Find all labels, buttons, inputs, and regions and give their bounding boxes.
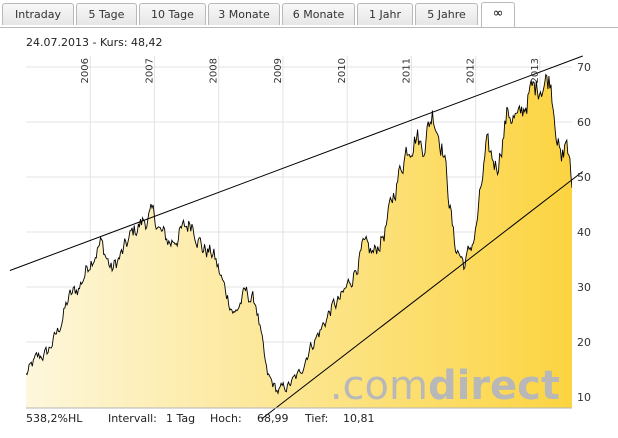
x-year-label: 2007 [144, 58, 155, 83]
price-line [26, 73, 572, 395]
quote-kurs-label: - Kurs: [88, 36, 128, 49]
tab-3-monate[interactable]: 3 Monate [208, 3, 280, 25]
tab-5-tage[interactable]: 5 Tage [76, 3, 137, 25]
tab-1-jahr[interactable]: 1 Jahr [357, 3, 413, 25]
x-year-label: 2011 [401, 58, 412, 83]
x-year-label: 2013 [530, 58, 541, 83]
x-year-label: 2012 [466, 58, 477, 83]
comdirect-watermark: .comdirect [330, 363, 560, 409]
tab-6-monate[interactable]: 6 Monate [282, 3, 355, 25]
high-value: 68,99 [257, 412, 289, 425]
y-tick-label: 70 [577, 61, 591, 74]
y-tick-label: 60 [577, 116, 591, 129]
y-tick-label: 50 [577, 171, 591, 184]
quote-date: 24.07.2013 [26, 36, 89, 49]
watermark-direct: direct [428, 363, 560, 409]
low-value: 10,81 [343, 412, 375, 425]
tab-5-jahre[interactable]: 5 Jahre [415, 3, 478, 25]
quote-kurs-value: 48,42 [131, 36, 163, 49]
y-tick-label: 20 [577, 336, 591, 349]
performance-value: 538,2%HL [26, 412, 83, 425]
low-label: Tief: [305, 412, 329, 425]
interval-label: Intervall: [108, 412, 157, 425]
high-label: Hoch: [210, 412, 242, 425]
x-year-label: 2008 [209, 58, 220, 83]
price-area-fill [26, 74, 572, 408]
svg-text:.comdirect: .comdirect [330, 363, 560, 409]
x-year-label: 2010 [337, 58, 348, 83]
timeframe-tab-bar: Intraday 5 Tage 10 Tage 3 Monate 6 Monat… [0, 0, 618, 28]
interval-value: 1 Tag [166, 412, 196, 425]
tab-max[interactable]: ∞ [481, 2, 515, 27]
tab-10-tage[interactable]: 10 Tage [139, 3, 206, 25]
y-tick-label: 40 [577, 226, 591, 239]
chart-footer: 538,2%HL Intervall: 1 Tag Hoch: 68,99 Ti… [0, 410, 618, 432]
trendline-lower [261, 171, 584, 420]
y-tick-label: 30 [577, 281, 591, 294]
y-tick-label: 10 [577, 391, 591, 404]
x-year-label: 2006 [80, 58, 91, 83]
tab-intraday[interactable]: Intraday [2, 3, 74, 25]
watermark-com: .com [330, 363, 428, 409]
quote-info: 24.07.2013 - Kurs: 48,42 [26, 36, 163, 49]
trendline-upper [9, 55, 583, 271]
x-year-label: 2009 [273, 58, 284, 83]
